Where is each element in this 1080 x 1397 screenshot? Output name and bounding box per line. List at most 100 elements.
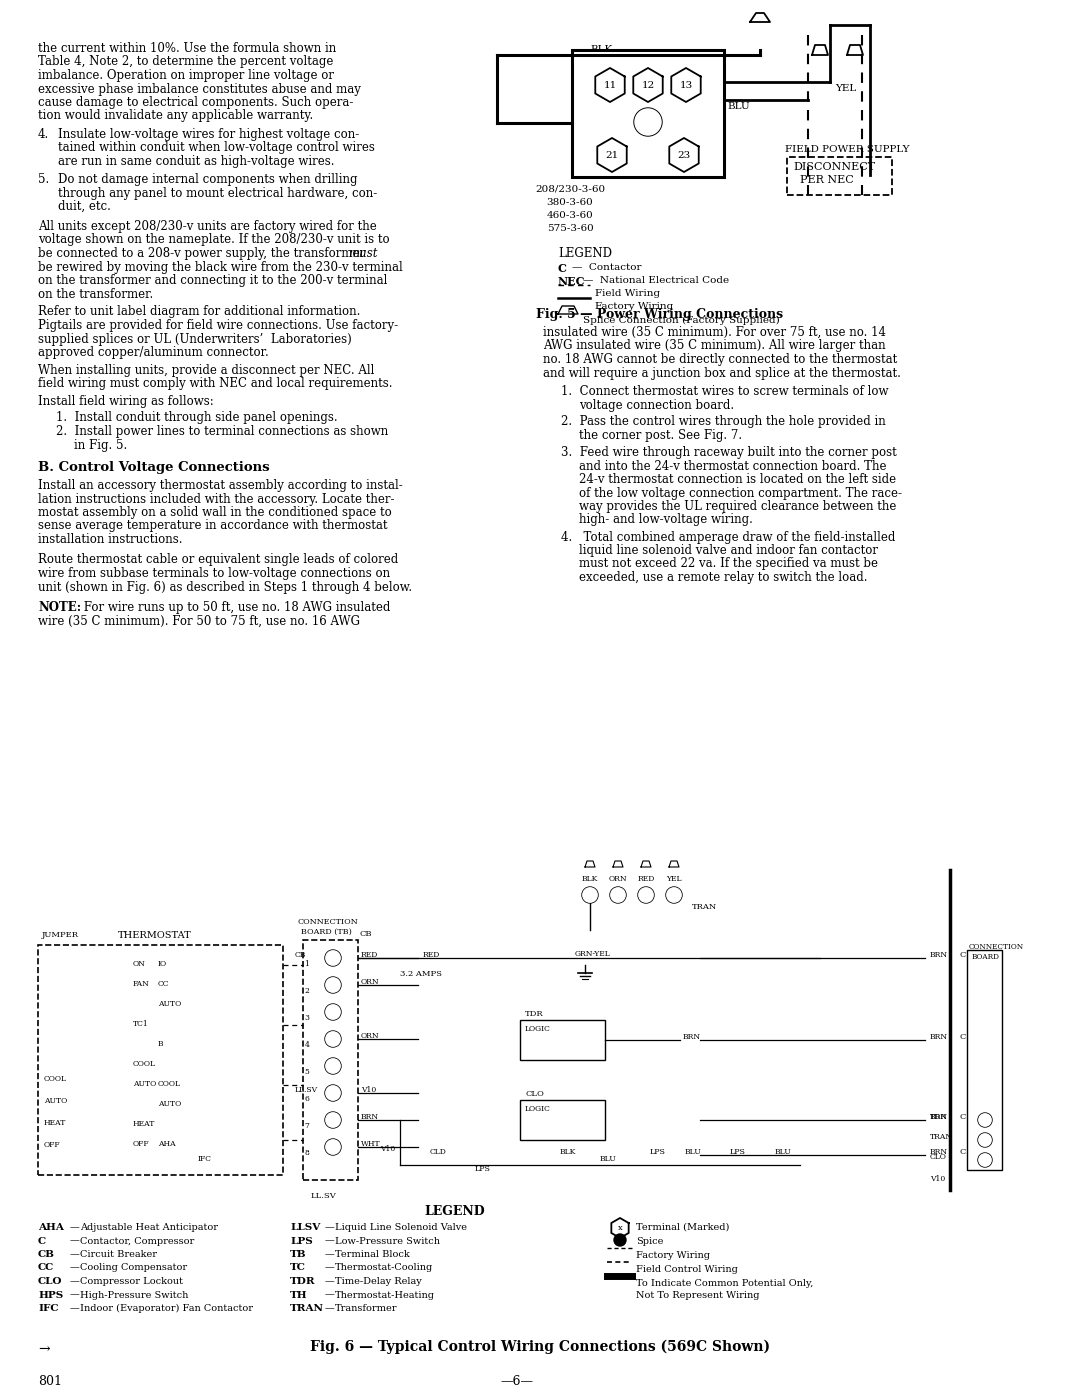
Text: YEL: YEL [666,875,681,883]
Text: 3: 3 [305,1014,310,1023]
Text: 4.: 4. [38,129,50,141]
Text: 5: 5 [305,1067,310,1076]
Text: Not To Represent Wiring: Not To Represent Wiring [636,1291,759,1301]
Text: HPS: HPS [38,1291,64,1299]
Text: ON: ON [133,960,146,968]
Text: through any panel to mount electrical hardware, con-: through any panel to mount electrical ha… [58,187,377,200]
Text: Contactor, Compressor: Contactor, Compressor [80,1236,194,1246]
Circle shape [325,1085,341,1101]
Text: LEGEND: LEGEND [424,1206,485,1218]
Text: When installing units, provide a disconnect per NEC. All: When installing units, provide a disconn… [38,365,375,377]
Text: RED: RED [423,951,441,958]
Text: LPS: LPS [475,1165,491,1173]
Text: COOL: COOL [44,1076,67,1083]
Text: LOGIC: LOGIC [525,1105,551,1113]
Polygon shape [633,68,663,102]
Text: Pigtails are provided for field wire connections. Use factory-: Pigtails are provided for field wire con… [38,319,399,332]
Bar [519,1020,605,1060]
Text: LEGEND: LEGEND [558,247,612,260]
Text: →: → [38,1343,50,1356]
Text: RED: RED [361,951,378,958]
Circle shape [583,888,597,902]
Text: 208/230-3-60: 208/230-3-60 [535,184,605,194]
Text: BRN: BRN [361,1113,379,1120]
Circle shape [978,1113,991,1126]
Text: way provides the UL required clearance between the: way provides the UL required clearance b… [579,500,896,513]
Text: Install field wiring as follows:: Install field wiring as follows: [38,395,214,408]
Text: tion would invalidate any applicable warranty.: tion would invalidate any applicable war… [38,109,313,123]
Text: —  National Electrical Code: — National Electrical Code [583,277,729,285]
Text: All units except 208/230-v units are factory wired for the: All units except 208/230-v units are fac… [38,219,377,233]
Text: LLSV: LLSV [291,1222,321,1232]
Text: 575-3-60: 575-3-60 [546,224,593,233]
Text: be connected to a 208-v power supply, the transformer: be connected to a 208-v power supply, th… [38,247,369,260]
Text: 8: 8 [305,1148,310,1157]
Text: —6—: —6— [500,1375,534,1389]
Text: BOARD: BOARD [972,953,1000,961]
Text: 13: 13 [679,81,692,89]
Circle shape [666,888,681,902]
Circle shape [326,978,340,992]
Text: —: — [70,1263,80,1273]
Text: C: C [38,1236,46,1246]
Text: V10: V10 [930,1175,945,1183]
Text: 7: 7 [305,1122,310,1130]
Circle shape [634,108,662,136]
Text: 21: 21 [606,151,619,159]
Text: Thermostat-Cooling: Thermostat-Cooling [335,1263,433,1273]
Text: Install an accessory thermostat assembly according to instal-: Install an accessory thermostat assembly… [38,479,403,492]
Polygon shape [847,45,863,54]
Text: TDR: TDR [291,1277,315,1287]
Text: duit, etc.: duit, etc. [58,200,111,212]
Text: COOL: COOL [133,1060,156,1067]
Text: voltage shown on the nameplate. If the 208/230-v unit is to: voltage shown on the nameplate. If the 2… [38,233,390,246]
Polygon shape [812,45,828,54]
Text: AUTO: AUTO [158,1099,181,1108]
Circle shape [326,1059,340,1073]
Text: C: C [960,951,967,958]
Circle shape [610,887,626,902]
Text: FAN: FAN [133,981,150,988]
Text: 3.2 AMPS: 3.2 AMPS [400,970,442,978]
Text: must: must [348,247,378,260]
Text: 3.  Feed wire through raceway built into the corner post: 3. Feed wire through raceway built into … [561,446,896,460]
Text: LPS: LPS [291,1236,313,1246]
Text: BRN: BRN [930,1148,948,1155]
Text: Do not damage internal components when drilling: Do not damage internal components when d… [58,173,357,186]
Text: approved copper/aluminum connector.: approved copper/aluminum connector. [38,346,269,359]
Text: Insulate low-voltage wires for highest voltage con-: Insulate low-voltage wires for highest v… [58,129,360,141]
Text: 1: 1 [305,960,310,968]
Text: CONNECTION: CONNECTION [969,943,1024,951]
Circle shape [326,1113,340,1127]
Text: Compressor Lockout: Compressor Lockout [80,1277,183,1287]
Text: TB: TB [291,1250,307,1259]
Bar [572,50,724,177]
Text: CB: CB [38,1250,55,1259]
Text: lation instructions included with the accessory. Locate ther-: lation instructions included with the ac… [38,493,394,506]
Text: voltage connection board.: voltage connection board. [579,398,734,412]
Circle shape [638,887,654,902]
Text: COOL: COOL [158,1080,181,1088]
Text: Low-Pressure Switch: Low-Pressure Switch [335,1236,440,1246]
Polygon shape [595,68,624,102]
Text: 4: 4 [305,1041,310,1049]
Text: HEAT: HEAT [44,1119,66,1127]
Text: Transformer: Transformer [335,1303,397,1313]
Text: Adjustable Heat Anticipator: Adjustable Heat Anticipator [80,1222,218,1232]
Text: BLK: BLK [561,1148,577,1155]
Text: BLU: BLU [685,1148,702,1155]
Text: field wiring must comply with NEC and local requirements.: field wiring must comply with NEC and lo… [38,377,392,391]
Text: be rewired by moving the black wire from the 230-v terminal: be rewired by moving the black wire from… [38,260,403,274]
Text: wire from subbase terminals to low-voltage connections on: wire from subbase terminals to low-volta… [38,567,390,580]
Text: C: C [960,1032,967,1041]
Text: PER NEC: PER NEC [800,175,854,184]
Circle shape [326,1032,340,1046]
Text: TRAN: TRAN [291,1303,324,1313]
Text: unit (shown in Fig. 6) as described in Steps 1 through 4 below.: unit (shown in Fig. 6) as described in S… [38,581,413,594]
Text: 801: 801 [38,1375,62,1389]
Text: —: — [325,1222,335,1232]
Polygon shape [613,861,623,868]
Text: C: C [644,119,652,129]
Text: and into the 24-v thermostat connection board. The: and into the 24-v thermostat connection … [579,460,887,472]
Text: Indoor (Evaporator) Fan Contactor: Indoor (Evaporator) Fan Contactor [80,1303,253,1313]
